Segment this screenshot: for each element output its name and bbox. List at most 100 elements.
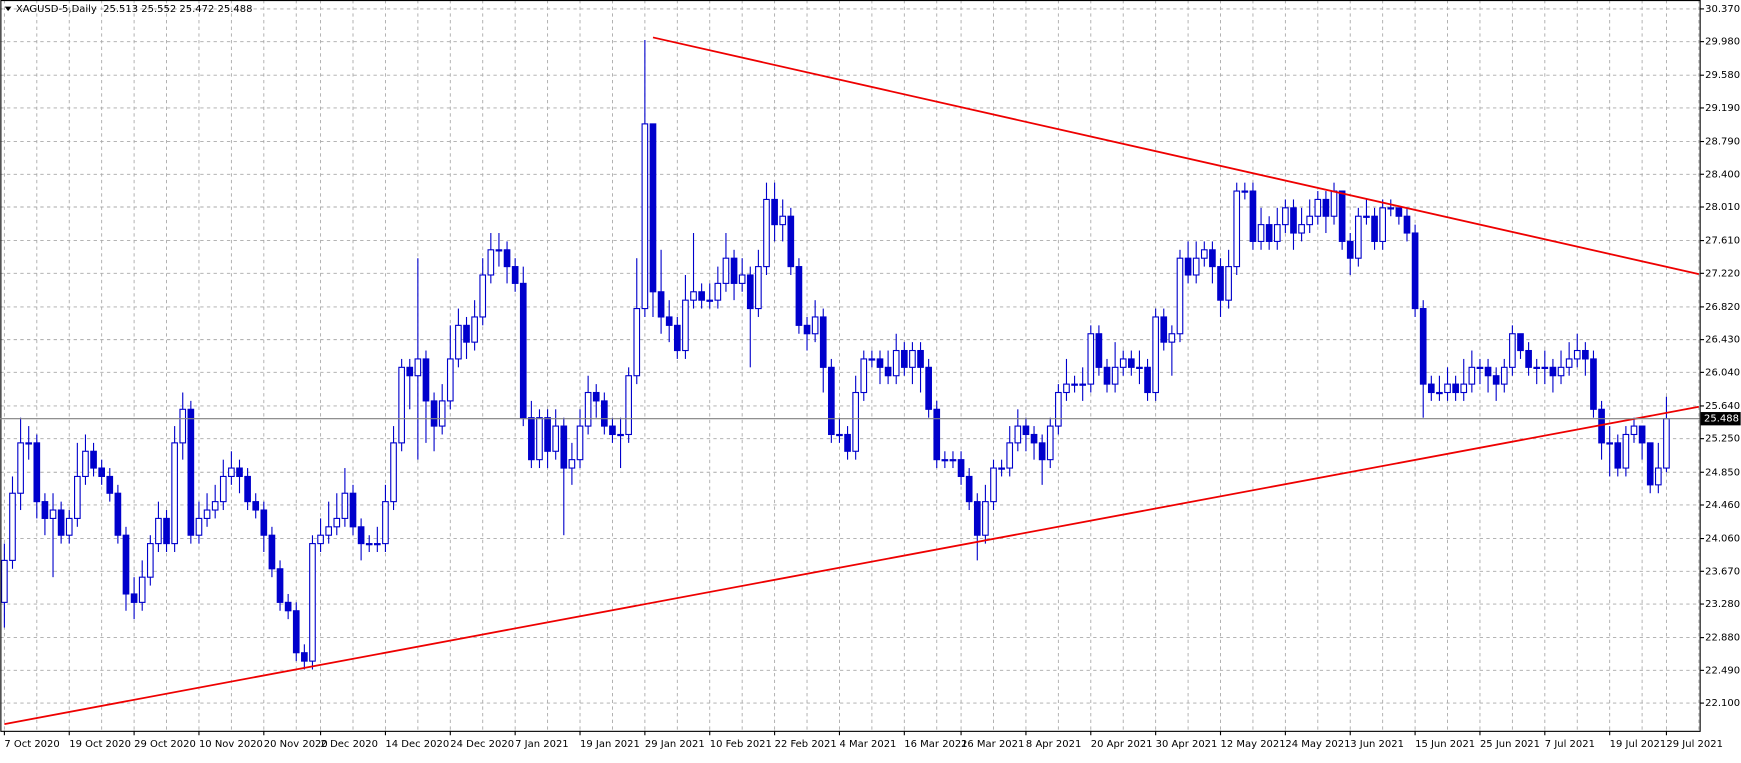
candle-body — [1192, 257, 1200, 276]
candle-body — [244, 475, 251, 503]
candle-body — [1590, 358, 1597, 410]
x-tick-label: 24 May 2021 — [1285, 739, 1350, 750]
x-tick-label: 19 Jul 2021 — [1610, 739, 1667, 750]
x-tick-label: 4 Mar 2021 — [839, 739, 896, 750]
y-tick-label: 28.790 — [1705, 137, 1740, 148]
x-tick-label: 7 Jan 2021 — [515, 739, 569, 750]
candle-body — [446, 358, 454, 402]
y-tick-label: 28.010 — [1705, 202, 1740, 213]
candle-body — [228, 467, 235, 478]
plot-frame — [0, 0, 1701, 732]
x-tick-label: 22 Feb 2021 — [775, 739, 837, 750]
candle-body — [1338, 190, 1346, 242]
y-tick-label: 25.250 — [1705, 434, 1740, 445]
grid — [0, 0, 1700, 731]
candle-body — [430, 400, 438, 427]
candle-body — [1460, 383, 1468, 394]
menu-arrow[interactable] — [4, 6, 12, 12]
candle-body — [900, 349, 908, 368]
trendline — [4, 405, 1700, 725]
candle-body — [1079, 383, 1087, 386]
x-tick-label: 29 Jan 2021 — [645, 739, 705, 750]
candle-body — [933, 408, 941, 461]
candle-body — [65, 517, 73, 536]
candle-body — [998, 467, 1005, 470]
chart-title: XAGUSD-5,Daily 25.513 25.552 25.472 25.4… — [16, 4, 253, 15]
candle-body — [795, 266, 803, 326]
candle-body — [1241, 190, 1249, 193]
candle-body — [584, 391, 592, 427]
candle-body — [1452, 383, 1459, 394]
candle-body — [811, 316, 819, 335]
last-price-box — [1700, 412, 1741, 426]
x-tick-label: 10 Nov 2020 — [199, 739, 263, 750]
candle-body — [292, 610, 300, 654]
candle-body — [487, 249, 495, 276]
candle-body — [398, 366, 405, 444]
candle-body — [1606, 442, 1614, 445]
y-tick-label: 22.880 — [1705, 633, 1740, 644]
candle-body — [1646, 442, 1654, 486]
candle-body — [528, 417, 535, 461]
last-price-label: 25.488 — [1704, 414, 1739, 425]
candle-body — [1565, 358, 1573, 368]
x-tick-label: 16 Mar 2021 — [904, 739, 967, 750]
candle-body — [1144, 366, 1151, 394]
candle-body — [1022, 425, 1030, 436]
candle-body — [957, 459, 965, 478]
candle-body — [1200, 249, 1208, 259]
x-tick-label: 10 Feb 2021 — [710, 739, 772, 750]
candle-body — [828, 366, 835, 436]
candle-body — [884, 366, 892, 377]
y-tick-label: 24.460 — [1705, 500, 1740, 511]
x-tick-label: 26 Mar 2021 — [961, 739, 1024, 750]
x-tick-label: 19 Jan 2021 — [580, 739, 640, 750]
x-tick-label: 15 Jun 2021 — [1415, 739, 1475, 750]
candle-body — [803, 324, 811, 335]
candle-body — [1249, 190, 1257, 242]
y-tick-label: 27.220 — [1705, 268, 1740, 279]
x-tick-label: 24 Dec 2020 — [450, 739, 514, 750]
x-tick-label: 7 Jul 2021 — [1545, 739, 1595, 750]
candle-body — [1006, 442, 1014, 469]
candle-body — [1582, 349, 1589, 360]
candle-body — [17, 442, 24, 494]
candle-body — [171, 442, 178, 545]
x-tick-label: 30 Apr 2021 — [1156, 739, 1218, 750]
candle-body — [698, 291, 705, 301]
candle-body — [438, 400, 446, 427]
y-tick-label: 22.490 — [1705, 665, 1740, 676]
candle-body — [1063, 383, 1070, 394]
candle-body — [106, 475, 114, 494]
candle-body — [57, 509, 65, 536]
candle-body — [1638, 425, 1646, 444]
candle-body — [471, 316, 478, 343]
candle-body — [1257, 224, 1265, 242]
candle-body — [422, 358, 430, 402]
candle-body — [673, 324, 681, 352]
candle-body — [1371, 215, 1378, 242]
candle-body — [1468, 366, 1476, 385]
candle-body — [982, 501, 989, 536]
candle-body — [1492, 375, 1500, 385]
candle-body — [949, 459, 957, 462]
x-tick-label: 2 Dec 2020 — [321, 739, 378, 750]
candle-body — [325, 526, 333, 536]
y-tick-label: 26.820 — [1705, 302, 1740, 313]
candle-body — [252, 501, 260, 511]
candle-body — [98, 467, 106, 478]
candle-body — [1095, 333, 1103, 368]
x-tick-label: 7 Oct 2020 — [4, 739, 59, 750]
candle-body — [74, 475, 81, 519]
candle-body — [365, 543, 373, 546]
candle-body — [1557, 366, 1565, 377]
candle-body — [852, 391, 860, 452]
candle-body — [33, 442, 41, 503]
candle-body — [617, 433, 624, 437]
candle-body — [414, 358, 422, 377]
candle-body — [130, 593, 138, 603]
candle-body — [284, 601, 292, 612]
x-tick-label: 29 Jul 2021 — [1666, 739, 1723, 750]
y-tick-label: 26.040 — [1705, 367, 1740, 378]
